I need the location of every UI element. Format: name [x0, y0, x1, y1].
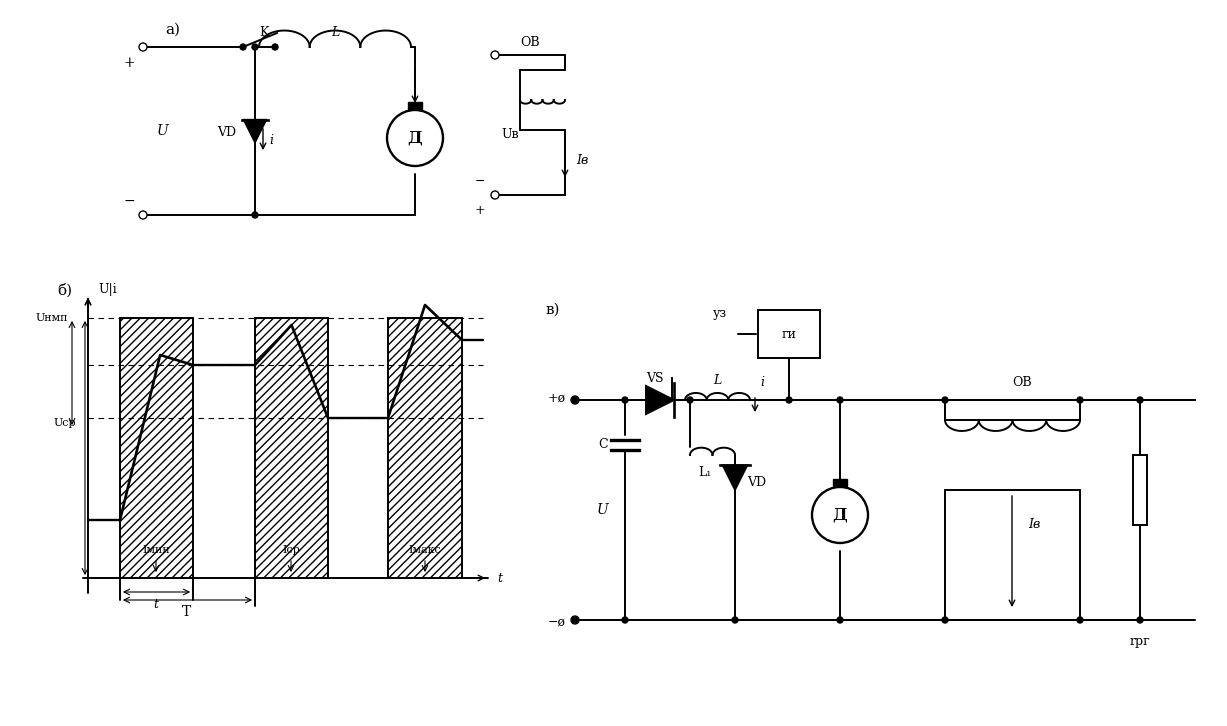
Text: L: L	[331, 27, 339, 39]
Circle shape	[491, 191, 499, 199]
Circle shape	[572, 617, 578, 623]
Text: уз: уз	[713, 308, 728, 320]
Circle shape	[622, 617, 628, 623]
Text: Uв: Uв	[501, 129, 519, 142]
Circle shape	[571, 396, 579, 404]
Text: Iв: Iв	[575, 153, 588, 166]
Polygon shape	[723, 465, 747, 490]
Text: VD: VD	[747, 476, 767, 489]
Text: i: i	[269, 134, 272, 147]
Text: Iмакс: Iмакс	[409, 545, 442, 555]
Circle shape	[491, 51, 499, 59]
Circle shape	[572, 397, 578, 403]
Text: i: i	[760, 375, 764, 388]
Circle shape	[571, 616, 579, 624]
Circle shape	[622, 397, 628, 403]
Circle shape	[272, 44, 279, 50]
Text: U|i: U|i	[98, 283, 117, 296]
Text: rрг: rрг	[1130, 635, 1151, 648]
Circle shape	[787, 397, 791, 403]
Circle shape	[1077, 397, 1083, 403]
Text: L: L	[713, 373, 721, 386]
Text: Д: Д	[407, 129, 422, 147]
Text: T: T	[183, 605, 191, 619]
Polygon shape	[120, 318, 193, 578]
Text: t: t	[497, 571, 503, 584]
Polygon shape	[388, 318, 463, 578]
Circle shape	[1077, 617, 1083, 623]
Circle shape	[252, 212, 258, 218]
Text: −: −	[123, 194, 135, 208]
Circle shape	[139, 211, 147, 219]
Circle shape	[942, 617, 948, 623]
Text: Iср: Iср	[282, 545, 299, 555]
Circle shape	[1137, 617, 1144, 623]
Circle shape	[252, 44, 258, 50]
Text: VS: VS	[647, 372, 664, 385]
Circle shape	[837, 617, 843, 623]
Circle shape	[139, 43, 147, 51]
Text: а): а)	[164, 23, 180, 37]
Bar	[1133, 455, 1147, 525]
Text: U: U	[157, 124, 169, 138]
Circle shape	[733, 617, 737, 623]
Text: в): в)	[545, 303, 560, 317]
Text: Uнмп: Uнмп	[36, 313, 69, 323]
Text: U: U	[598, 503, 609, 517]
Text: +: +	[123, 56, 135, 70]
Text: ОВ: ОВ	[520, 36, 540, 49]
Circle shape	[1137, 397, 1144, 403]
Circle shape	[387, 110, 443, 166]
Polygon shape	[244, 120, 266, 142]
Text: Д: Д	[833, 507, 848, 523]
Bar	[758, 310, 820, 358]
Polygon shape	[645, 386, 674, 414]
Circle shape	[240, 44, 245, 50]
Circle shape	[837, 397, 843, 403]
Text: ги: ги	[782, 327, 796, 340]
Text: Uср: Uср	[54, 418, 76, 428]
Text: VD: VD	[217, 126, 237, 139]
Text: +: +	[475, 205, 486, 218]
Text: t: t	[153, 597, 158, 611]
Text: ОВ: ОВ	[1012, 375, 1032, 388]
Polygon shape	[255, 318, 328, 578]
Text: +ø: +ø	[548, 391, 566, 404]
Text: Iв: Iв	[1028, 518, 1040, 531]
Circle shape	[942, 397, 948, 403]
Text: C: C	[599, 439, 607, 452]
Circle shape	[687, 397, 693, 403]
Text: Iмин: Iмин	[142, 545, 169, 555]
Text: L₁: L₁	[698, 467, 712, 479]
Text: K: K	[259, 25, 269, 38]
Polygon shape	[833, 479, 847, 486]
Text: −ø: −ø	[548, 616, 566, 629]
Polygon shape	[409, 102, 422, 109]
Text: −: −	[475, 174, 485, 187]
Circle shape	[812, 487, 867, 543]
Text: б): б)	[56, 283, 72, 297]
